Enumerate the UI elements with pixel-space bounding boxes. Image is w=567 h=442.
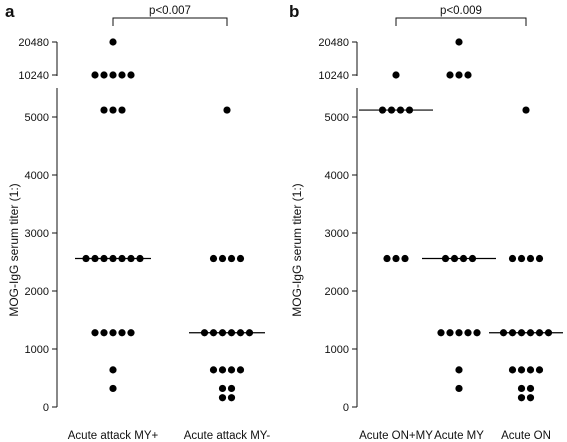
data-point [517,366,526,374]
data-point [209,366,218,374]
data-point [127,329,135,337]
data-point [100,329,108,337]
data-point [236,254,245,263]
data-point [227,254,236,263]
data-point [517,254,526,263]
y-tick-label: 1000 [25,344,49,356]
data-point [464,329,472,337]
data-point [218,366,227,374]
data-point [392,254,400,263]
data-point [526,366,535,374]
data-point [446,71,454,79]
x-category-label: Acute ON+MY [359,430,433,442]
data-point [535,254,544,263]
data-point [526,254,535,263]
data-point [109,106,117,114]
data-point [109,329,117,337]
data-point [526,394,535,402]
significance-bracket [395,17,527,26]
data-point [118,329,126,337]
data-point [455,329,463,337]
data-point [455,366,463,374]
data-point [455,71,463,79]
data-point [473,329,481,337]
y-tick-label: 5000 [25,112,49,124]
p-value-label: p<0.009 [440,5,482,17]
data-point [227,384,236,393]
data-point [526,384,535,393]
y-tick-label: 0 [343,402,349,414]
x-category-label: Acute attack MY+ [68,430,159,442]
data-point [209,254,218,263]
panel-label: a [5,2,15,21]
data-point [227,366,236,374]
data-point [535,366,544,374]
data-point [91,71,99,79]
y-tick-label: 20480 [318,37,349,49]
y-tick-label: 10240 [18,70,49,82]
y-tick-label: 2000 [25,286,49,298]
y-tick-label: 3000 [25,228,49,240]
data-point [464,71,472,79]
data-point [392,71,400,79]
y-tick-label: 20480 [18,37,49,49]
y-tick-label: 4000 [25,170,49,182]
data-point [223,106,231,114]
x-category-label: Acute attack MY- [184,430,271,442]
x-category-label: Acute MY [434,430,484,442]
y-axis-title: MOG-IgG serum titer (1:) [7,183,21,316]
data-point [401,254,409,263]
data-point [446,329,454,337]
significance-bracket [112,17,228,26]
y-tick-label: 0 [43,402,49,414]
data-point [236,366,245,374]
data-point [227,394,236,402]
data-point [383,254,391,263]
data-point [437,329,445,337]
y-tick-label: 10240 [318,70,349,82]
data-point [100,106,108,114]
data-point [455,38,463,46]
panel-label: b [289,2,299,21]
y-tick-label: 5000 [325,112,349,124]
data-point [508,366,517,374]
data-point [517,384,526,393]
y-tick-label: 3000 [325,228,349,240]
data-point [218,254,227,263]
data-point [517,394,526,402]
data-point [218,384,227,393]
data-point [109,71,117,79]
data-point [118,71,126,79]
data-point [91,329,99,337]
y-axis-title: MOG-IgG serum titer (1:) [290,183,304,316]
x-category-label: Acute ON [501,430,551,442]
y-tick-label: 2000 [325,286,349,298]
y-tick-label: 1000 [325,344,349,356]
data-point [508,254,517,263]
data-point [100,71,108,79]
data-point [218,394,227,402]
data-point [127,71,135,79]
data-point [109,38,117,46]
data-point [109,384,117,393]
data-point [109,366,117,374]
data-point [522,106,530,114]
data-point [118,106,126,114]
data-point [455,384,463,393]
p-value-label: p<0.007 [149,5,191,17]
y-tick-label: 4000 [325,170,349,182]
